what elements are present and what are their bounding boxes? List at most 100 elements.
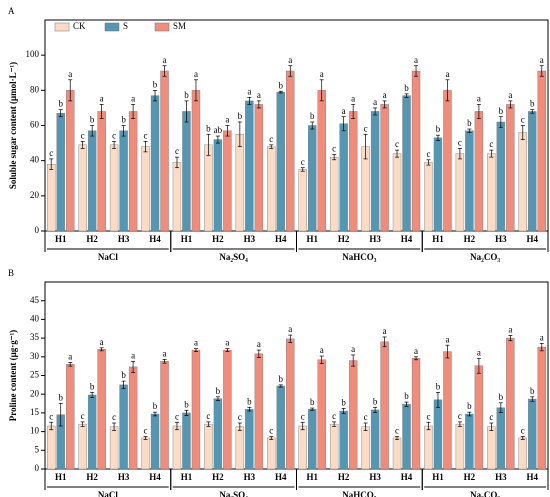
y-tick-label: 40 xyxy=(30,155,40,165)
bar xyxy=(47,163,56,232)
significance-letter: c xyxy=(458,411,462,421)
significance-letter: b xyxy=(279,80,284,90)
y-tick-label: 30 xyxy=(30,351,40,361)
significance-letter: a xyxy=(414,55,418,65)
significance-letter: c xyxy=(112,130,116,140)
y-axis-label: Soluble sugar content (μmol·L⁻¹) xyxy=(8,62,18,189)
y-tick-label: 5 xyxy=(35,444,40,454)
bar xyxy=(128,111,138,232)
significance-letter: c xyxy=(238,412,242,422)
bar xyxy=(298,425,307,470)
bar xyxy=(235,134,245,232)
significance-letter: b xyxy=(121,115,126,125)
significance-letter: a xyxy=(68,351,72,361)
bar xyxy=(254,353,264,470)
bar xyxy=(329,423,339,470)
bar xyxy=(204,144,213,232)
bar xyxy=(56,112,65,232)
significance-letter: c xyxy=(144,426,148,436)
bar xyxy=(361,146,370,232)
bar xyxy=(109,426,119,470)
x-tick-label: H4 xyxy=(527,472,539,482)
significance-letter: a xyxy=(477,93,481,103)
group-label: Na₂CO₃ xyxy=(470,490,500,497)
significance-letter: b xyxy=(467,401,472,411)
bar xyxy=(245,408,254,470)
bar xyxy=(433,399,443,470)
significance-letter: c xyxy=(489,412,493,422)
bar xyxy=(213,398,223,470)
bar xyxy=(109,144,119,232)
bar xyxy=(402,95,411,232)
bar xyxy=(172,162,182,232)
significance-letter: b xyxy=(310,111,315,121)
y-tick-label: 100 xyxy=(26,49,40,59)
significance-letter: a xyxy=(383,326,387,336)
significance-letter: b xyxy=(216,386,221,396)
bar xyxy=(487,426,496,470)
significance-letter: a xyxy=(445,69,449,79)
x-tick-label: H2 xyxy=(464,472,476,482)
significance-letter: c xyxy=(301,157,305,167)
x-tick-label: H4 xyxy=(275,234,287,244)
significance-letter: a xyxy=(247,86,251,96)
bar xyxy=(474,365,484,470)
significance-letter: a xyxy=(508,325,512,335)
significance-letter: b xyxy=(404,391,409,401)
bar xyxy=(298,169,307,232)
significance-letter: c xyxy=(175,411,179,421)
x-tick-label: H1 xyxy=(181,234,193,244)
significance-letter: b xyxy=(436,124,441,134)
significance-letter: b xyxy=(373,396,378,406)
y-tick-label: 25 xyxy=(30,370,40,380)
y-tick-label: 0 xyxy=(35,225,40,235)
bar xyxy=(339,123,348,232)
bar xyxy=(380,341,389,470)
bar xyxy=(182,412,191,470)
bar xyxy=(223,130,232,232)
x-tick-label: H3 xyxy=(244,234,256,244)
significance-letter: b xyxy=(436,381,441,391)
significance-letter: c xyxy=(521,115,525,125)
significance-letter: b xyxy=(530,99,535,109)
bar xyxy=(496,121,506,232)
bar xyxy=(487,153,496,232)
significance-letter: b xyxy=(279,374,284,384)
significance-letter: a xyxy=(540,332,544,342)
x-tick-label: H4 xyxy=(401,472,413,482)
bar xyxy=(191,349,201,470)
legend-label: CK xyxy=(73,21,86,31)
bar xyxy=(87,130,97,232)
significance-letter: a xyxy=(194,69,198,79)
significance-letter: a xyxy=(131,93,135,103)
x-tick-label: H3 xyxy=(118,472,130,482)
x-tick-label: H1 xyxy=(306,472,318,482)
significance-letter: c xyxy=(49,148,53,158)
significance-letter: a xyxy=(320,345,324,355)
significance-letter: c xyxy=(395,139,399,149)
significance-letter: c xyxy=(332,144,336,154)
significance-letter: c xyxy=(395,426,399,436)
significance-letter: b xyxy=(58,393,63,403)
y-tick-label: 35 xyxy=(30,332,40,342)
group-label: Na₂CO₃ xyxy=(470,252,500,262)
y-tick-label: 60 xyxy=(30,120,40,130)
significance-letter: a xyxy=(320,69,324,79)
significance-letter: c xyxy=(521,426,525,436)
significance-letter: a xyxy=(100,93,104,103)
y-tick-label: 0 xyxy=(35,463,40,473)
x-tick-label: H4 xyxy=(401,234,413,244)
bar xyxy=(141,437,150,470)
legend-label: SM xyxy=(173,21,186,31)
legend-swatch xyxy=(54,22,70,32)
bar xyxy=(361,426,370,470)
significance-letter: c xyxy=(175,146,179,156)
significance-letter: c xyxy=(489,139,493,149)
significance-letter: b xyxy=(341,397,346,407)
significance-letter: b xyxy=(499,106,504,116)
x-tick-label: H3 xyxy=(118,234,130,244)
x-tick-label: H1 xyxy=(306,234,318,244)
bar xyxy=(160,70,169,232)
bar xyxy=(191,90,201,232)
significance-letter: a xyxy=(131,350,135,360)
